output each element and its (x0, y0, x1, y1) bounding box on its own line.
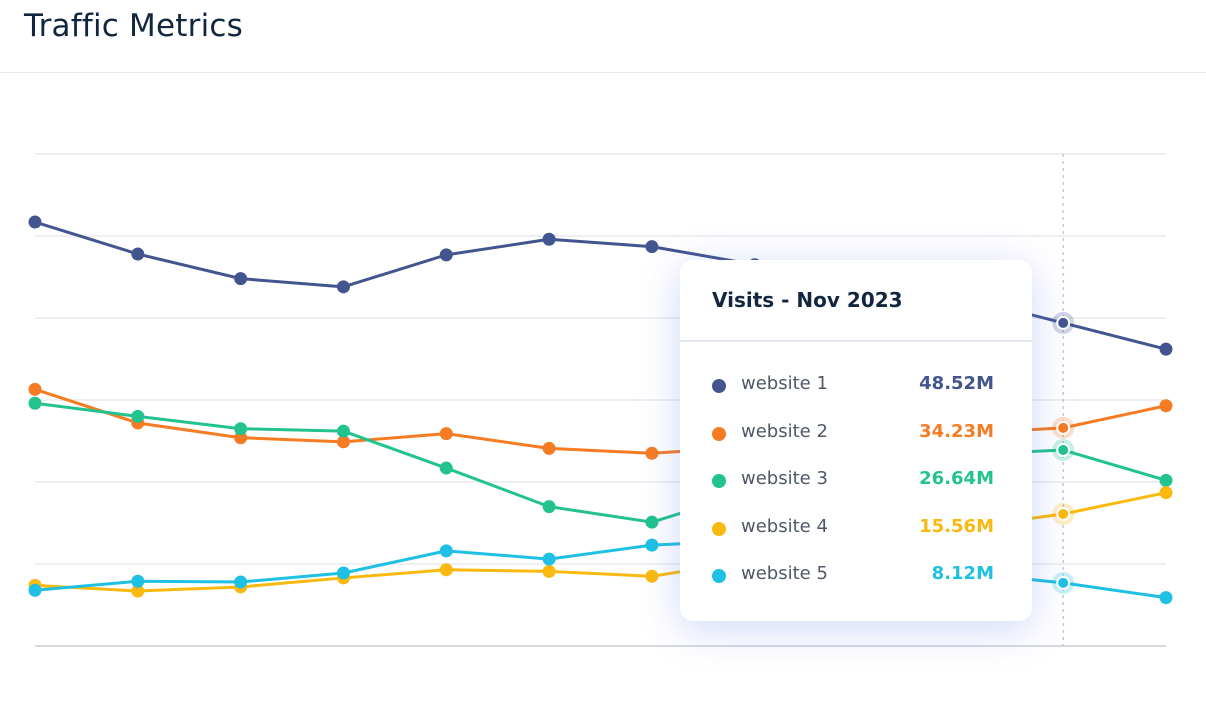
data-point (645, 515, 659, 529)
legend-dot-icon (712, 521, 726, 536)
data-point (1159, 473, 1173, 487)
tooltip-series-label: website 5 (741, 563, 828, 584)
data-point (28, 382, 42, 396)
data-point (131, 247, 145, 261)
legend-dot-icon (712, 379, 726, 393)
data-point (439, 461, 453, 475)
data-point (1159, 399, 1173, 413)
data-point (439, 563, 453, 577)
tooltip-series-label: website 3 (741, 468, 828, 489)
tooltip-series-value: 15.56M (919, 515, 994, 537)
data-point (645, 569, 659, 583)
data-point-highlighted (1056, 420, 1071, 435)
data-point (1159, 486, 1173, 500)
data-point (131, 584, 145, 598)
data-point (336, 424, 350, 438)
data-point (1159, 342, 1173, 356)
legend-dot-icon (712, 474, 726, 488)
tooltip-series-label: website 1 (741, 373, 828, 394)
data-point (234, 431, 248, 445)
data-point-highlighted (1056, 506, 1071, 521)
tooltip-row: website 3 26.64M (712, 465, 994, 495)
legend-dot-icon (712, 426, 726, 441)
data-point (542, 232, 556, 246)
tooltip-series-label: website 4 (741, 515, 828, 537)
tooltip-row: website 1 48.52M (712, 370, 994, 400)
tooltip-series-value: 26.64M (919, 468, 994, 489)
tooltip-series-value: 34.23M (919, 420, 994, 442)
chart-tooltip: Visits - Nov 2023 website 1 48.52M websi… (680, 260, 1032, 621)
data-point (542, 564, 556, 578)
header-divider (0, 72, 1206, 73)
tooltip-row: website 5 8.12M (712, 560, 994, 590)
legend-dot-icon (712, 569, 726, 583)
data-point-highlighted (1056, 443, 1071, 458)
tooltip-row: website 2 34.23M (712, 418, 994, 448)
page-title: Traffic Metrics (24, 8, 243, 44)
data-point (542, 441, 556, 455)
data-point (28, 215, 42, 229)
tooltip-series-value: 8.12M (931, 563, 994, 584)
data-point (28, 583, 42, 597)
data-point (336, 280, 350, 294)
tooltip-divider (680, 340, 1032, 342)
data-point-highlighted (1056, 315, 1071, 330)
tooltip-series-value: 48.52M (919, 373, 994, 394)
data-point (645, 446, 659, 460)
tooltip-series-label: website 2 (741, 420, 828, 442)
data-point (131, 409, 145, 423)
data-point (439, 248, 453, 262)
data-point (131, 574, 145, 588)
data-point (28, 396, 42, 410)
data-point (1159, 591, 1173, 605)
data-point (542, 552, 556, 566)
data-point (542, 500, 556, 514)
data-point-highlighted (1056, 575, 1071, 590)
data-point (234, 422, 248, 436)
tooltip-title: Visits - Nov 2023 (712, 288, 903, 312)
data-point (234, 272, 248, 286)
data-point (645, 538, 659, 552)
data-point (336, 566, 350, 580)
data-point (234, 575, 248, 589)
data-point (439, 544, 453, 558)
data-point (645, 240, 659, 254)
data-point (336, 435, 350, 449)
tooltip-row: website 4 15.56M (712, 513, 994, 543)
data-point (439, 427, 453, 441)
